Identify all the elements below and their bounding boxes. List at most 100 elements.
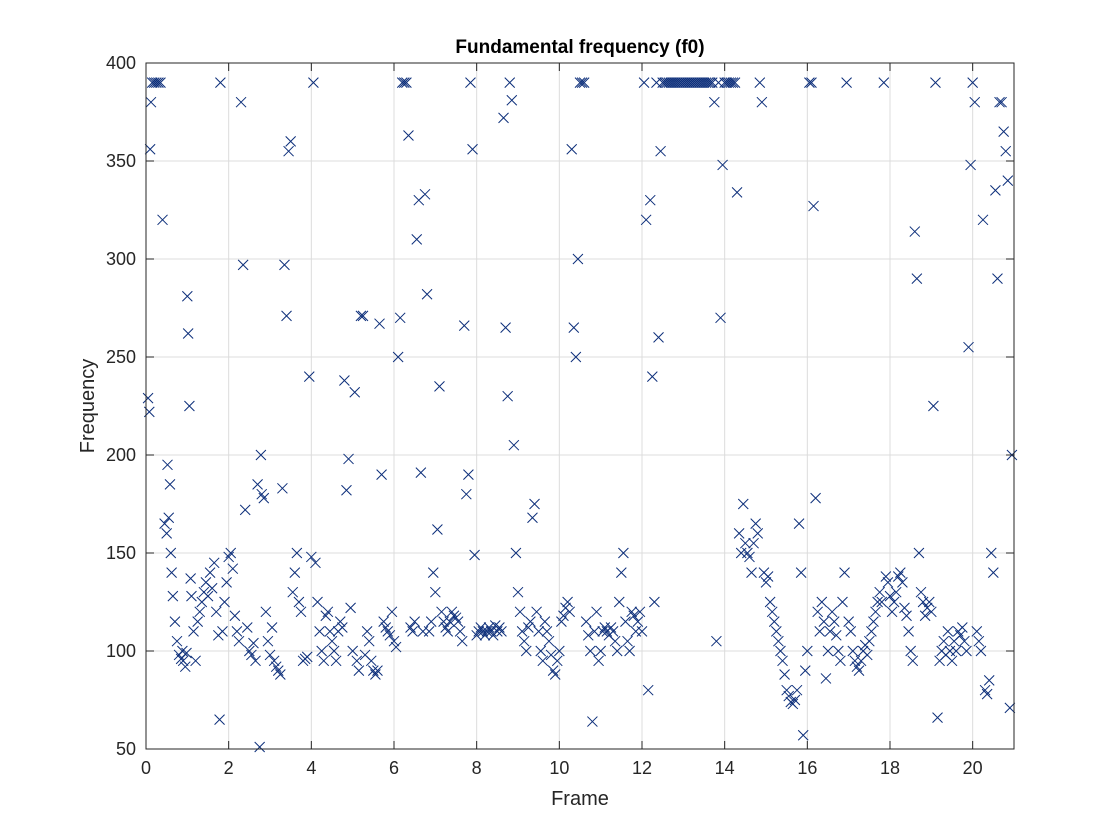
data-point — [566, 143, 578, 155]
data-point — [863, 635, 875, 647]
data-point — [996, 96, 1007, 108]
data-point — [814, 626, 826, 637]
data-point — [225, 547, 237, 559]
data-point — [166, 567, 177, 578]
y-tick-label: 350 — [106, 151, 136, 171]
data-point — [219, 596, 230, 608]
x-tick-label: 16 — [797, 758, 817, 778]
data-point — [415, 467, 427, 478]
data-point — [520, 645, 532, 657]
data-point — [506, 94, 518, 106]
data-point — [215, 77, 226, 88]
data-point — [582, 629, 594, 641]
y-tick-labels: 50 100 150 200 250 300 350 400 — [106, 53, 136, 759]
data-point — [628, 610, 640, 622]
data-point — [777, 655, 788, 667]
data-point — [791, 684, 803, 696]
data-point — [950, 645, 962, 657]
data-point — [909, 226, 921, 237]
data-point — [167, 590, 179, 602]
data-point — [965, 159, 976, 171]
data-point — [427, 567, 439, 578]
data-point — [357, 310, 369, 322]
data-point — [733, 528, 745, 539]
data-point — [954, 629, 966, 641]
data-point — [861, 649, 873, 661]
data-point — [318, 655, 330, 667]
data-point — [646, 371, 658, 382]
data-point — [378, 616, 390, 627]
data-point — [779, 669, 790, 680]
data-point — [339, 375, 350, 386]
data-point — [202, 590, 214, 602]
data-point — [783, 690, 795, 702]
data-point — [587, 716, 598, 727]
data-point — [326, 635, 338, 647]
data-point — [990, 185, 1001, 196]
data-point — [314, 626, 325, 637]
data-point — [826, 606, 838, 618]
data-point — [500, 322, 511, 333]
data-point — [930, 77, 941, 88]
data-point — [285, 136, 297, 147]
data-point — [254, 741, 266, 753]
data-point — [190, 655, 201, 667]
data-point — [607, 626, 619, 637]
data-point — [773, 635, 784, 647]
data-point — [233, 635, 245, 647]
data-point — [913, 547, 925, 559]
data-point — [593, 655, 604, 667]
axis-ticks — [145, 62, 1014, 750]
data-point — [890, 586, 902, 598]
data-point — [894, 567, 906, 578]
data-point — [591, 606, 602, 618]
data-point — [832, 645, 844, 657]
data-point — [841, 77, 852, 88]
data-point — [971, 626, 983, 637]
data-point — [322, 606, 334, 618]
data-point — [347, 645, 359, 657]
data-point — [454, 626, 466, 637]
data-point — [421, 288, 433, 300]
data-point — [303, 371, 315, 382]
data-point — [731, 187, 743, 198]
data-point — [609, 635, 621, 647]
data-point — [595, 645, 607, 657]
data-point — [341, 484, 352, 496]
data-point — [155, 77, 166, 88]
data-point — [535, 645, 547, 657]
data-point — [618, 547, 629, 559]
data-point — [465, 77, 476, 88]
data-point — [768, 616, 780, 627]
data-point — [589, 626, 600, 637]
x-tick-label: 8 — [472, 758, 482, 778]
data-point — [328, 645, 340, 657]
data-point — [467, 143, 478, 155]
data-point — [188, 626, 199, 637]
data-point — [578, 77, 590, 88]
data-point — [801, 645, 813, 657]
data-point — [182, 328, 194, 339]
data-point — [1002, 175, 1014, 186]
data-point — [241, 622, 253, 633]
data-point — [522, 622, 534, 633]
data-point — [145, 96, 157, 108]
data-point — [549, 669, 561, 680]
data-point — [797, 729, 809, 741]
data-point — [729, 77, 741, 88]
data-point — [460, 488, 472, 500]
data-point — [419, 188, 431, 200]
data-point — [568, 322, 580, 333]
data-point — [527, 512, 538, 524]
data-point — [502, 390, 514, 402]
data-point — [570, 351, 582, 363]
data-point — [206, 582, 218, 594]
data-point — [363, 635, 375, 647]
data-point — [336, 622, 348, 633]
data-point — [886, 606, 898, 618]
data-point — [403, 130, 414, 141]
data-point — [153, 77, 164, 88]
data-point — [165, 547, 177, 559]
data-point — [144, 143, 156, 155]
data-point — [252, 479, 263, 490]
